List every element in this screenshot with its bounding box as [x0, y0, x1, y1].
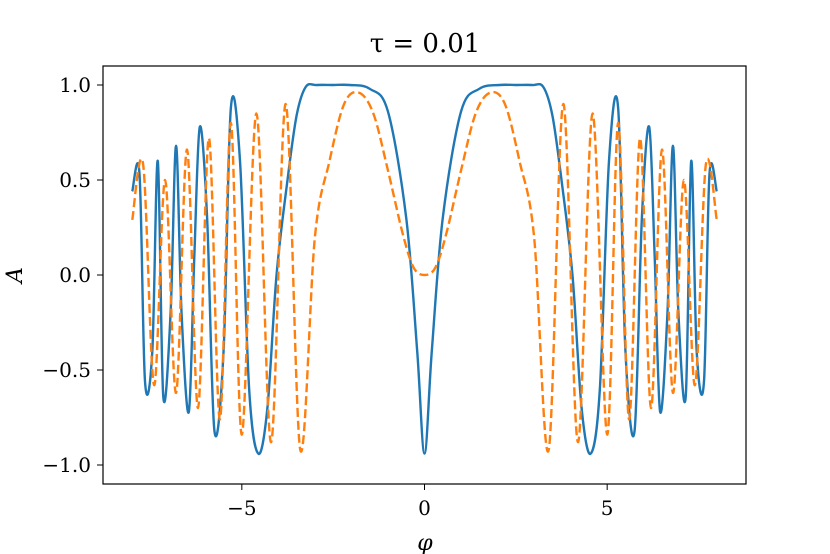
y-tick-label: 0.0 — [59, 263, 91, 287]
y-tick-label: −1.0 — [42, 453, 91, 477]
y-axis-label: A — [3, 267, 28, 285]
y-tick-label: −0.5 — [42, 358, 91, 382]
series-line-2 — [131, 90, 718, 453]
y-tick-label: 1.0 — [59, 73, 91, 97]
x-tick-label: 5 — [601, 496, 614, 520]
x-tick-label: 0 — [418, 496, 431, 520]
y-tick-label: 0.5 — [59, 168, 91, 192]
x-tick-label: −5 — [227, 496, 256, 520]
series-line-1 — [131, 82, 718, 455]
series-layer — [131, 82, 718, 455]
x-axis-label: φ — [417, 531, 433, 554]
chart-title: τ = 0.01 — [370, 29, 481, 59]
tick-layer: −5 0 5 1.0 0.5 0.0 −0.5 −1.0 — [42, 73, 613, 520]
